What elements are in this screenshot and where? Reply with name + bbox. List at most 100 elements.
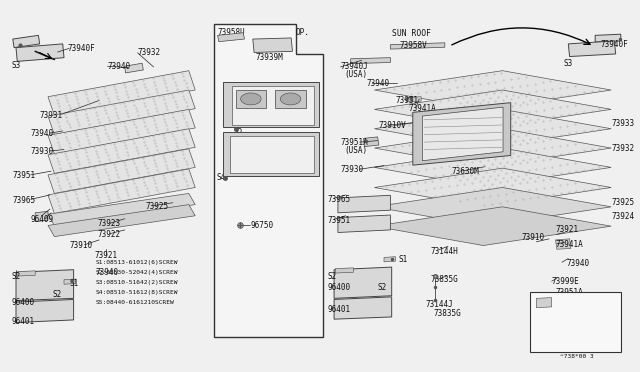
Text: S2: S2: [52, 290, 61, 299]
Text: 73940: 73940: [31, 129, 54, 138]
Text: 73932: 73932: [611, 144, 634, 153]
Text: 73144H: 73144H: [430, 247, 458, 256]
Polygon shape: [48, 109, 195, 154]
Polygon shape: [595, 34, 621, 42]
Text: 73941A: 73941A: [556, 240, 583, 249]
Text: SUN ROOF: SUN ROOF: [392, 29, 431, 38]
Text: 96409: 96409: [31, 215, 54, 224]
Text: (USA): (USA): [262, 93, 282, 100]
Text: 73951A: 73951A: [340, 138, 368, 147]
Polygon shape: [334, 267, 392, 298]
Polygon shape: [351, 58, 390, 64]
Text: OP.: OP.: [296, 28, 310, 37]
Text: 73999E: 73999E: [552, 278, 579, 286]
Text: USA: USA: [534, 307, 548, 316]
Text: 73939M: 73939M: [256, 53, 284, 62]
Text: 73958U: 73958U: [218, 28, 245, 37]
Text: 73931: 73931: [40, 111, 63, 120]
Text: 73921: 73921: [95, 251, 118, 260]
Text: 73962(LH): 73962(LH): [259, 102, 295, 109]
Text: S2: S2: [328, 272, 337, 280]
Text: 73931: 73931: [396, 96, 419, 105]
Polygon shape: [253, 38, 292, 52]
Text: S3:08510-51642(2)SCREW: S3:08510-51642(2)SCREW: [96, 280, 179, 285]
Text: 73940: 73940: [96, 268, 119, 277]
Polygon shape: [218, 33, 244, 42]
Polygon shape: [64, 279, 76, 284]
Polygon shape: [338, 215, 390, 232]
Polygon shape: [422, 107, 503, 161]
Text: (USA): (USA): [344, 146, 367, 155]
Polygon shape: [16, 44, 64, 61]
Text: S1: S1: [69, 279, 78, 288]
Text: 73835G: 73835G: [430, 275, 458, 284]
Text: 73925: 73925: [611, 198, 634, 207]
Polygon shape: [16, 299, 74, 323]
Polygon shape: [125, 63, 143, 73]
Text: 73940J: 73940J: [560, 307, 588, 316]
Polygon shape: [374, 207, 611, 246]
Polygon shape: [13, 35, 40, 48]
Text: S3: S3: [12, 61, 20, 70]
Text: 73924: 73924: [611, 212, 634, 221]
Text: 73930: 73930: [31, 147, 54, 156]
Text: (USA): (USA): [344, 70, 367, 79]
Polygon shape: [413, 103, 511, 165]
Text: S2: S2: [378, 283, 387, 292]
Polygon shape: [338, 195, 390, 213]
Text: 73919(LH): 73919(LH): [256, 163, 292, 170]
Text: S3: S3: [563, 60, 572, 68]
Text: 73965: 73965: [13, 196, 36, 205]
Text: S5: S5: [234, 126, 243, 135]
Text: S2:08530-52042(4)SCREW: S2:08530-52042(4)SCREW: [96, 270, 179, 275]
Text: 73918(RH): 73918(RH): [256, 156, 292, 163]
Polygon shape: [374, 148, 611, 187]
Text: 73941A: 73941A: [408, 104, 436, 113]
Text: 73940: 73940: [366, 79, 389, 88]
Text: 73940J: 73940J: [340, 62, 368, 71]
Text: 73961(RH): 73961(RH): [259, 85, 295, 92]
Polygon shape: [214, 24, 323, 337]
Text: 73951A: 73951A: [556, 288, 583, 296]
Text: 96401: 96401: [328, 305, 351, 314]
Text: 73958V: 73958V: [400, 41, 428, 50]
Text: S1:08513-61012(6)SCREW: S1:08513-61012(6)SCREW: [96, 260, 179, 265]
Polygon shape: [230, 136, 314, 173]
Polygon shape: [536, 298, 552, 308]
Text: S4:08510-51612(8)SCREW: S4:08510-51612(8)SCREW: [96, 290, 179, 295]
Text: S4: S4: [216, 173, 225, 182]
Text: 96750: 96750: [251, 221, 274, 230]
Text: 73922: 73922: [97, 230, 120, 239]
Polygon shape: [406, 97, 421, 102]
Text: 73951: 73951: [13, 171, 36, 180]
Polygon shape: [390, 43, 445, 49]
Polygon shape: [384, 257, 396, 262]
Polygon shape: [374, 71, 611, 109]
Polygon shape: [223, 82, 319, 127]
Text: 73940: 73940: [566, 259, 589, 268]
Polygon shape: [374, 187, 611, 226]
Text: 73910V: 73910V: [379, 121, 406, 130]
Text: 73923: 73923: [97, 219, 120, 228]
Polygon shape: [334, 297, 392, 319]
Polygon shape: [568, 41, 616, 57]
Polygon shape: [48, 169, 195, 214]
Text: 73940: 73940: [108, 62, 131, 71]
Text: 73932: 73932: [138, 48, 161, 57]
Circle shape: [241, 93, 261, 105]
Polygon shape: [35, 211, 48, 222]
Text: 73835G: 73835G: [434, 309, 461, 318]
Polygon shape: [16, 270, 74, 301]
Polygon shape: [374, 168, 611, 207]
Polygon shape: [48, 129, 195, 173]
Text: S5:08440-6161210SCREW: S5:08440-6161210SCREW: [96, 300, 175, 305]
Polygon shape: [48, 149, 195, 193]
Bar: [236, 90, 266, 108]
Polygon shape: [232, 86, 314, 125]
Text: 73951: 73951: [328, 216, 351, 225]
Text: ^738*00 3: ^738*00 3: [560, 354, 594, 359]
Text: 73630M: 73630M: [451, 167, 479, 176]
Polygon shape: [48, 205, 195, 237]
Text: 73925: 73925: [146, 202, 169, 211]
Polygon shape: [374, 109, 611, 148]
